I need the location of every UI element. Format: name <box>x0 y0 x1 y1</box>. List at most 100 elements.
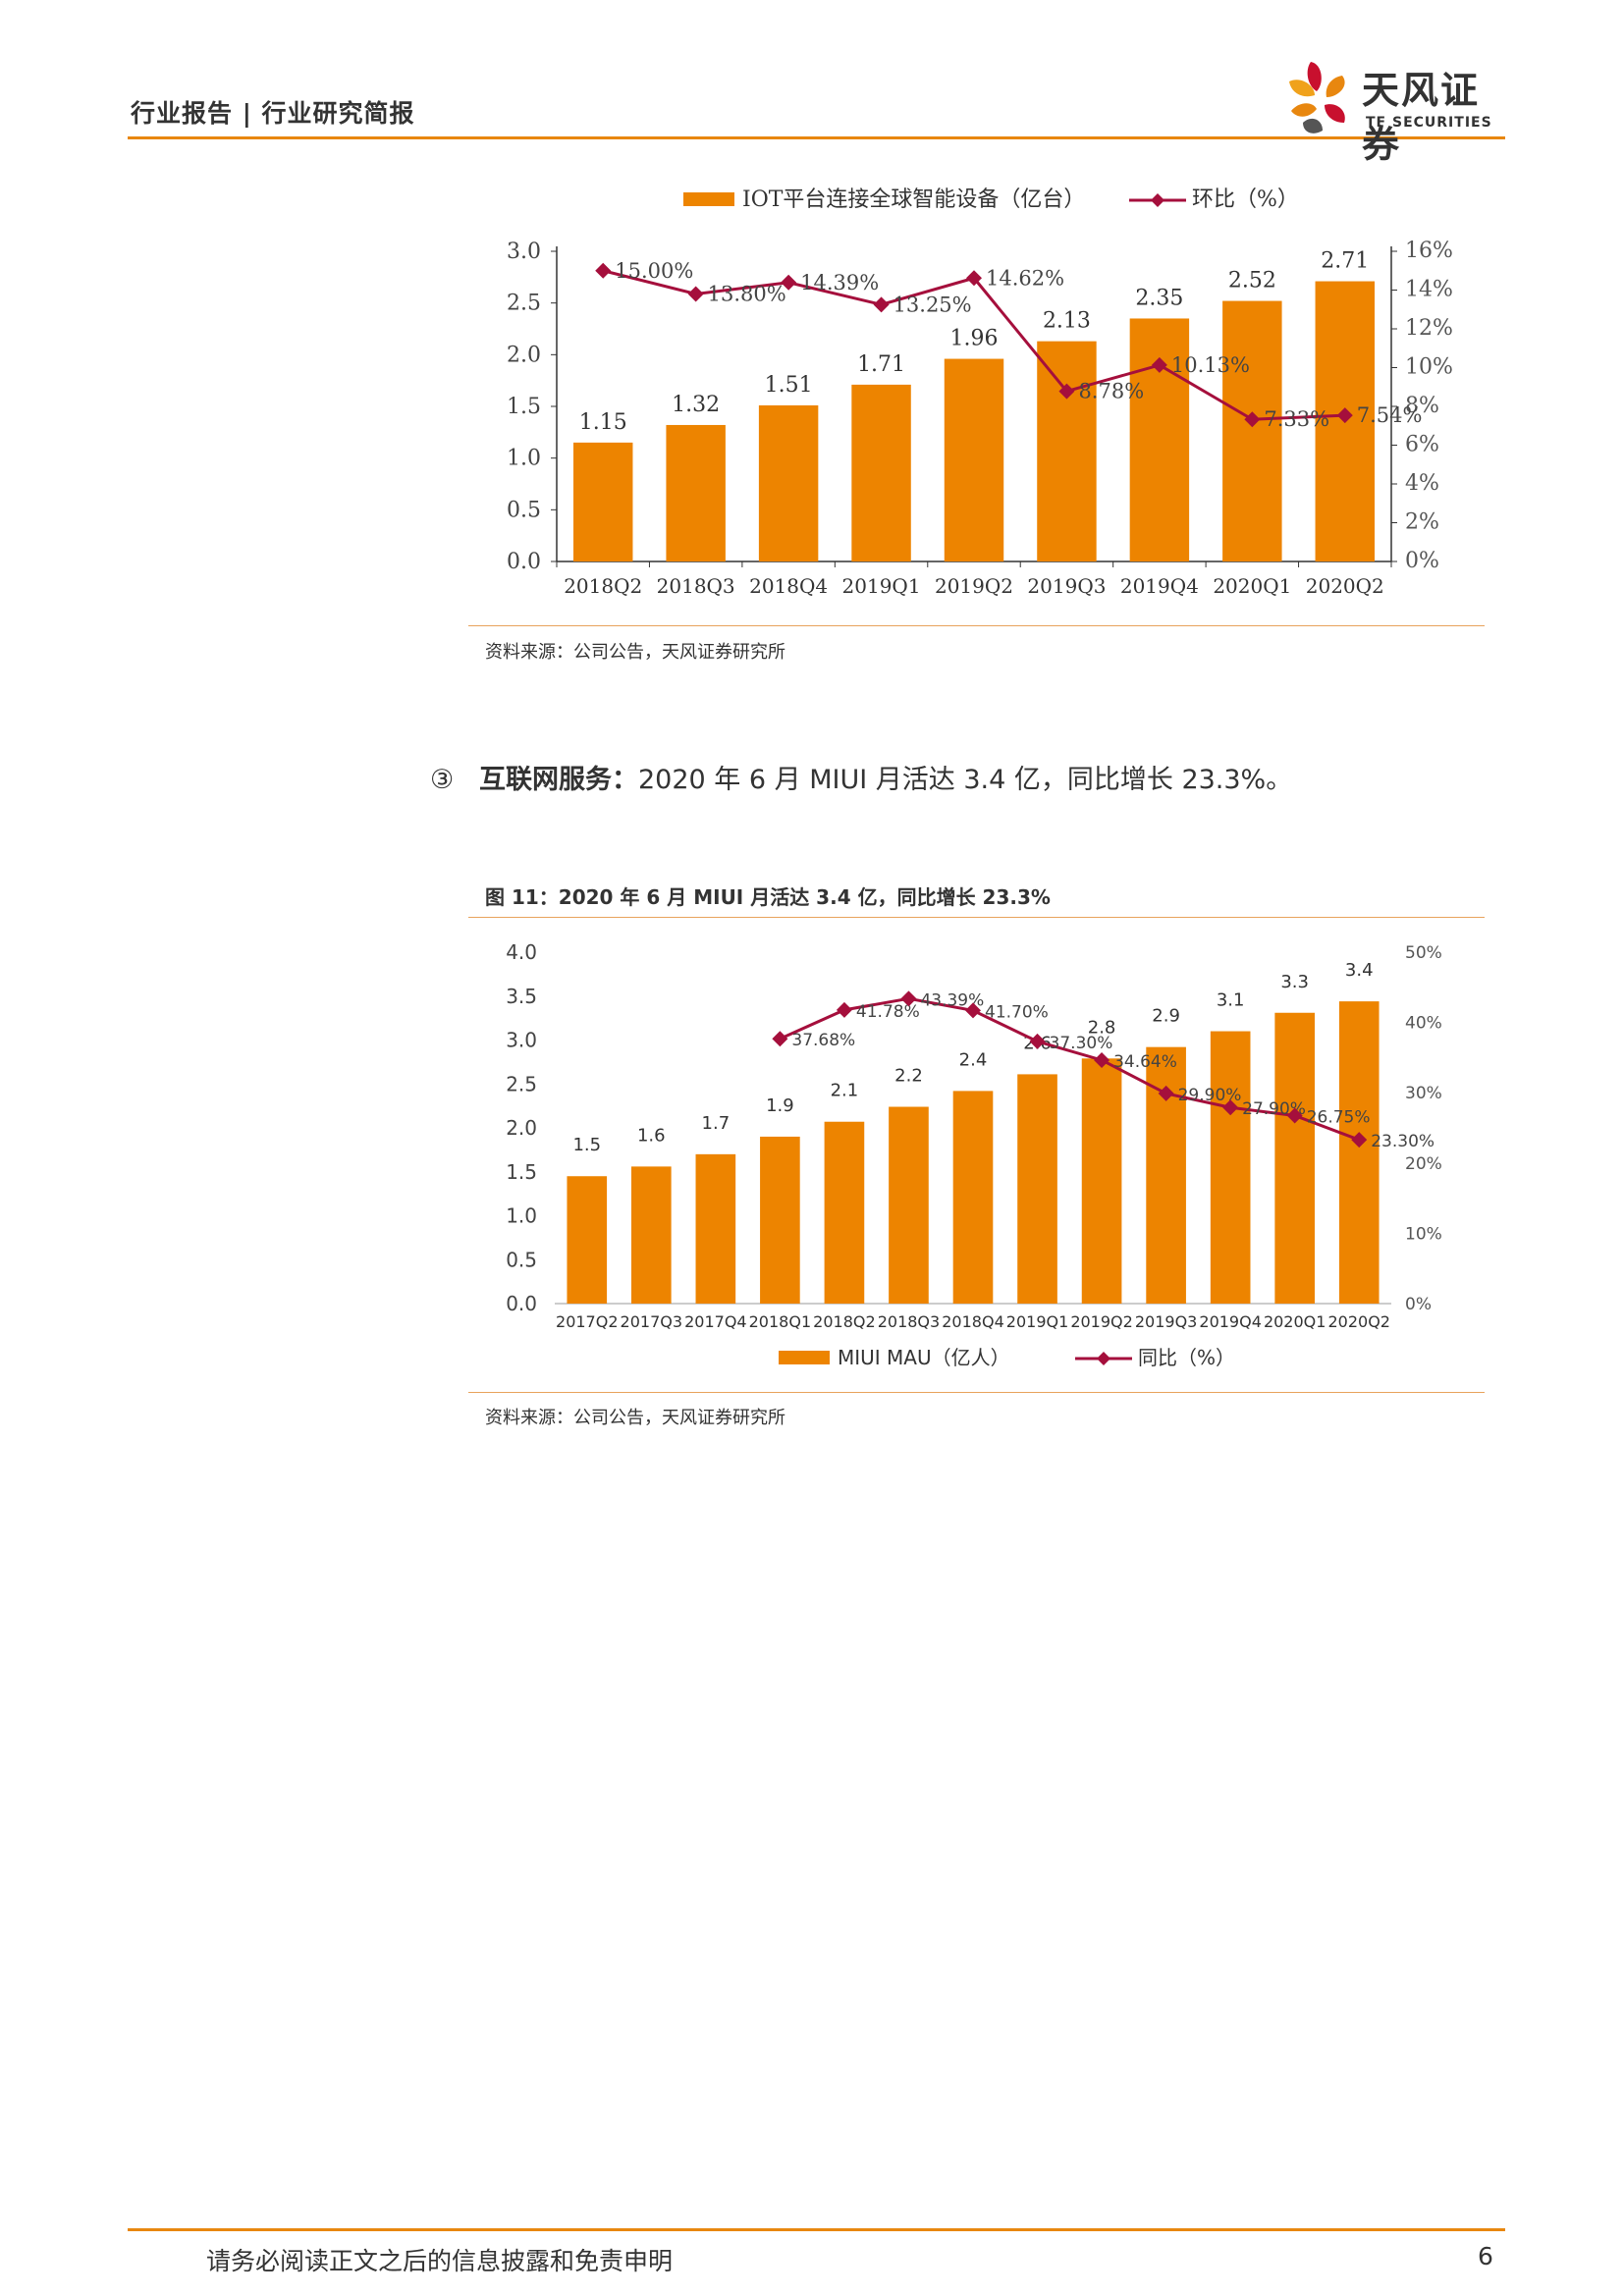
page-number: 6 <box>1478 2242 1493 2270</box>
x-category-label: 2019Q1 <box>1006 1312 1069 1331</box>
right-axis-tick-label: 12% <box>1405 316 1453 341</box>
report-header-title: 行业报告 | 行业研究简报 <box>131 94 415 130</box>
line-value-label: 34.64% <box>1113 1052 1177 1072</box>
bar <box>1211 1032 1251 1304</box>
legend-bar-swatch <box>683 192 734 206</box>
footer-rule <box>128 2228 1505 2231</box>
x-category-label: 2020Q2 <box>1327 1312 1390 1331</box>
right-axis-tick-label: 0% <box>1405 1295 1432 1314</box>
bar-value-label: 3.1 <box>1217 990 1245 1011</box>
right-axis-tick-label: 20% <box>1405 1154 1442 1174</box>
bar <box>759 405 818 561</box>
x-category-label: 2018Q1 <box>749 1312 812 1331</box>
bar-value-label: 3.4 <box>1345 960 1374 981</box>
right-axis-tick-label: 6% <box>1405 433 1439 457</box>
bar-value-label: 2.35 <box>1135 286 1183 310</box>
bar <box>573 443 632 561</box>
left-axis-tick-label: 0.5 <box>506 1248 537 1271</box>
x-category-label: 2019Q3 <box>1027 574 1106 598</box>
left-axis-tick-label: 0.0 <box>507 550 541 574</box>
chart2-source-rule <box>468 1392 1485 1393</box>
x-category-label: 2018Q3 <box>878 1312 941 1331</box>
bar-value-label: 2.13 <box>1043 309 1091 334</box>
left-axis-tick-label: 2.5 <box>506 1072 537 1095</box>
bar <box>1082 1058 1122 1304</box>
line-value-label: 37.30% <box>1050 1034 1113 1053</box>
line-value-label: 13.25% <box>893 293 972 316</box>
bar <box>1017 1074 1057 1304</box>
bar <box>889 1107 929 1304</box>
bar-value-label: 1.6 <box>637 1125 666 1146</box>
bar-value-label: 2.71 <box>1321 249 1369 274</box>
line-value-label: 23.30% <box>1371 1132 1435 1151</box>
bar-value-label: 1.5 <box>572 1135 601 1155</box>
line-value-label: 41.70% <box>985 1002 1049 1022</box>
logo-text-en: TF SECURITIES <box>1366 115 1492 131</box>
section-heading: 互联网服务： <box>479 765 638 795</box>
bar-value-label: 2.2 <box>894 1066 923 1087</box>
right-axis-tick-label: 2% <box>1405 510 1439 535</box>
line-value-label: 7.33% <box>1264 407 1329 431</box>
line-marker <box>874 296 890 312</box>
bar <box>1222 301 1281 561</box>
x-category-label: 2020Q2 <box>1306 574 1384 598</box>
right-axis-tick-label: 10% <box>1405 1224 1442 1244</box>
logo-mark-icon <box>1281 54 1360 142</box>
bar-value-label: 1.51 <box>765 373 813 398</box>
line-value-label: 37.68% <box>791 1031 855 1050</box>
logo-text-cn: 天风证券 <box>1362 60 1517 168</box>
bar <box>851 385 910 561</box>
right-axis-tick-label: 50% <box>1405 943 1442 963</box>
disclaimer-note: 请务必阅读正文之后的信息披露和免责申明 <box>206 2242 673 2277</box>
left-axis-tick-label: 4.0 <box>506 940 537 964</box>
line-value-label: 14.62% <box>986 266 1064 290</box>
line-value-label: 14.39% <box>800 271 879 294</box>
x-category-label: 2019Q2 <box>935 574 1013 598</box>
chart2-source: 资料来源：公司公告，天风证券研究所 <box>485 1404 785 1429</box>
chart-miui-mau: 0.0 0.5 1.0 1.5 2.0 2.5 3.0 3.5 4.0 0% 10% 20% 30% 40… <box>468 933 1489 1384</box>
chart2-title-rule <box>468 917 1485 918</box>
bar <box>631 1166 672 1304</box>
x-category-label: 2017Q3 <box>621 1312 683 1331</box>
line-marker <box>595 263 611 279</box>
line-value-label: 10.13% <box>1171 353 1250 377</box>
bar-value-label: 1.9 <box>766 1095 794 1116</box>
x-category-label: 2018Q2 <box>564 574 642 598</box>
chart1-source: 资料来源：公司公告，天风证券研究所 <box>485 638 785 664</box>
left-axis-tick-label: 2.5 <box>507 292 541 316</box>
chart1-source-rule <box>468 625 1485 626</box>
left-axis-tick-label: 1.5 <box>507 395 541 419</box>
bar <box>1037 342 1096 561</box>
line-value-label: 15.00% <box>615 259 693 283</box>
bar <box>1339 1001 1380 1304</box>
legend-bar-label: MIUI MAU（亿人） <box>838 1346 1010 1369</box>
legend-line-marker <box>1151 193 1164 207</box>
line-value-label: 41.78% <box>856 1002 920 1022</box>
bar <box>666 425 725 561</box>
bar <box>696 1154 736 1304</box>
x-category-label: 2020Q1 <box>1264 1312 1326 1331</box>
left-axis-tick-label: 2.0 <box>507 343 541 367</box>
line-value-label: 13.80% <box>708 282 786 305</box>
bar-value-label: 1.32 <box>672 393 720 417</box>
x-category-label: 2019Q3 <box>1135 1312 1198 1331</box>
x-category-label: 2019Q1 <box>842 574 921 598</box>
right-axis-tick-label: 10% <box>1405 355 1453 380</box>
right-axis-tick-label: 4% <box>1405 471 1439 496</box>
legend-line-label: 同比（%） <box>1138 1346 1235 1369</box>
line-value-label: 26.75% <box>1307 1107 1371 1127</box>
left-axis-tick-label: 0.5 <box>507 498 541 522</box>
section-marker: ③ <box>430 765 454 795</box>
bar-value-label: 2.4 <box>959 1049 988 1070</box>
right-axis-tick-label: 0% <box>1405 549 1439 573</box>
section-body: 2020 年 6 月 MIUI 月活达 3.4 亿，同比增长 23.3%。 <box>638 765 1292 795</box>
left-axis-tick-label: 1.0 <box>507 447 541 471</box>
right-axis-tick-label: 40% <box>1405 1014 1442 1034</box>
chart-iot-devices: 0.0 0.5 1.0 1.5 2.0 2.5 3.0 0% 2% 4% 6% 8% 10% 12% 14%… <box>468 177 1489 609</box>
line-value-label: 8.78% <box>1078 380 1144 403</box>
bar-value-label: 1.96 <box>950 327 999 351</box>
bar <box>567 1176 607 1304</box>
x-category-label: 2018Q4 <box>942 1312 1004 1331</box>
figure-11-title: 图 11：2020 年 6 月 MIUI 月活达 3.4 亿，同比增长 23.3… <box>485 881 1051 910</box>
left-axis-tick-label: 3.0 <box>506 1029 537 1052</box>
